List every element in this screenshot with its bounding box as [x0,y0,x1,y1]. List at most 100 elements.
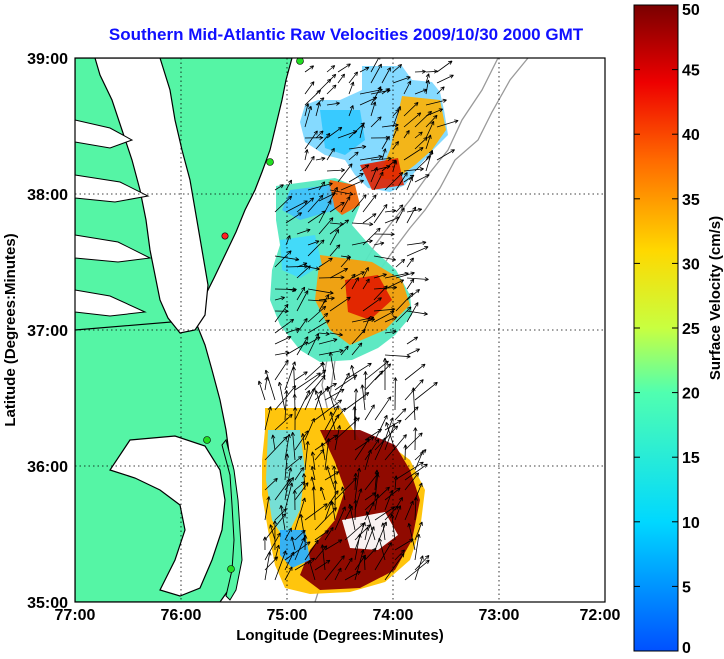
velocity-vector [381,67,391,84]
velocity-vector [284,361,296,391]
velocity-vector [329,411,336,431]
velocity-vector [301,433,306,451]
velocity-vector [340,345,349,356]
velocity-vector [294,389,310,421]
velocity-vector [285,200,308,213]
x-tick-label: 76:00 [161,607,202,624]
colorbar-tick-label: 30 [682,256,700,273]
velocity-vector [304,417,315,441]
velocity-vector [373,273,387,279]
velocity-vector [340,196,351,213]
velocity-vector [394,549,405,561]
velocity-vector [406,240,427,246]
velocity-vector [274,318,295,334]
velocity-vector [284,541,311,561]
velocity-vector [425,79,430,95]
patch-north-cool [320,110,365,155]
velocity-vector [318,312,329,323]
velocity-vector [314,390,323,411]
velocity-vector [294,466,304,481]
velocity-vector [394,505,402,521]
velocity-vector [392,64,403,73]
velocity-vector [333,480,338,511]
velocity-vector [315,130,324,139]
patch-south-cyan [266,430,305,540]
velocity-vector [318,217,334,235]
velocity-vector [414,110,432,128]
velocity-vector [334,417,360,441]
velocity-vector [296,336,309,356]
velocity-vector [414,69,426,74]
velocity-vector [290,432,296,461]
velocity-vector [315,156,326,161]
velocity-vector [373,241,385,246]
velocity-vector [329,244,341,257]
velocity-vector [296,228,311,235]
velocity-vector [370,63,382,84]
velocity-vector [374,506,396,521]
velocity-vector [285,179,292,191]
velocity-vector [340,486,346,501]
velocity-vector [406,278,415,290]
velocity-vector [326,168,345,173]
velocity-vector [307,319,330,334]
y-axis: 39:00 38:00 37:00 36:00 35:00 Latitude (… [2,51,68,612]
velocity-vector [392,126,399,139]
velocity-vector [404,432,423,451]
velocity-vector [364,526,375,551]
velocity-vector [425,98,447,106]
velocity-vector [337,63,351,73]
velocity-vector [294,372,321,391]
velocity-vector [364,428,383,441]
velocity-vector [304,369,327,391]
colorbar-tick-label: 5 [682,579,691,596]
velocity-vector [304,103,310,117]
x-tick-label: 72:00 [580,607,621,624]
velocity-vector [310,451,316,471]
velocity-vector [334,374,358,391]
velocity-vector [274,550,287,581]
velocity-vector [403,102,419,117]
velocity-vector [404,500,414,521]
velocity-vector [294,497,306,531]
velocity-vector [304,81,315,95]
velocity-vector [395,292,414,312]
colorbar-tick-label: 25 [682,321,700,338]
velocity-vector [324,471,340,481]
velocity-vector [274,385,297,411]
velocity-vector [329,228,339,246]
velocity-vector [326,84,337,95]
velocity-vector [393,377,398,411]
velocity-vector [324,539,343,551]
x-tick-label: 74:00 [373,607,414,624]
velocity-vector [304,539,319,561]
velocity-vector [406,310,428,316]
velocity-vector [362,278,370,290]
velocity-vector [351,342,363,356]
velocity-vector [381,135,390,150]
velocity-vector [373,203,388,224]
velocity-vector [329,189,354,196]
colorbar-tick-label: 10 [682,515,700,532]
velocity-vector [264,551,272,581]
velocity-vector [328,351,336,381]
velocity-vector [364,547,377,561]
velocity-vector [406,277,429,282]
velocity-vector [364,370,384,391]
velocity-vector [353,499,358,521]
velocity-vector [370,86,382,106]
velocity-vector [294,482,309,501]
velocity-vector [304,135,324,140]
velocity-vector [344,362,372,381]
velocity-vector [354,549,365,581]
colorbar: 0 5 10 15 20 25 30 35 40 45 50 Surface Velocity (c… [633,2,724,657]
velocity-vector [407,522,416,551]
velocity-vector [296,197,315,213]
x-tick-label: 75:00 [267,607,308,624]
velocity-vector [425,73,430,84]
velocity-vector [384,490,394,511]
map-plot [74,57,606,603]
velocity-vector [406,257,414,268]
velocity-vector [318,181,326,191]
